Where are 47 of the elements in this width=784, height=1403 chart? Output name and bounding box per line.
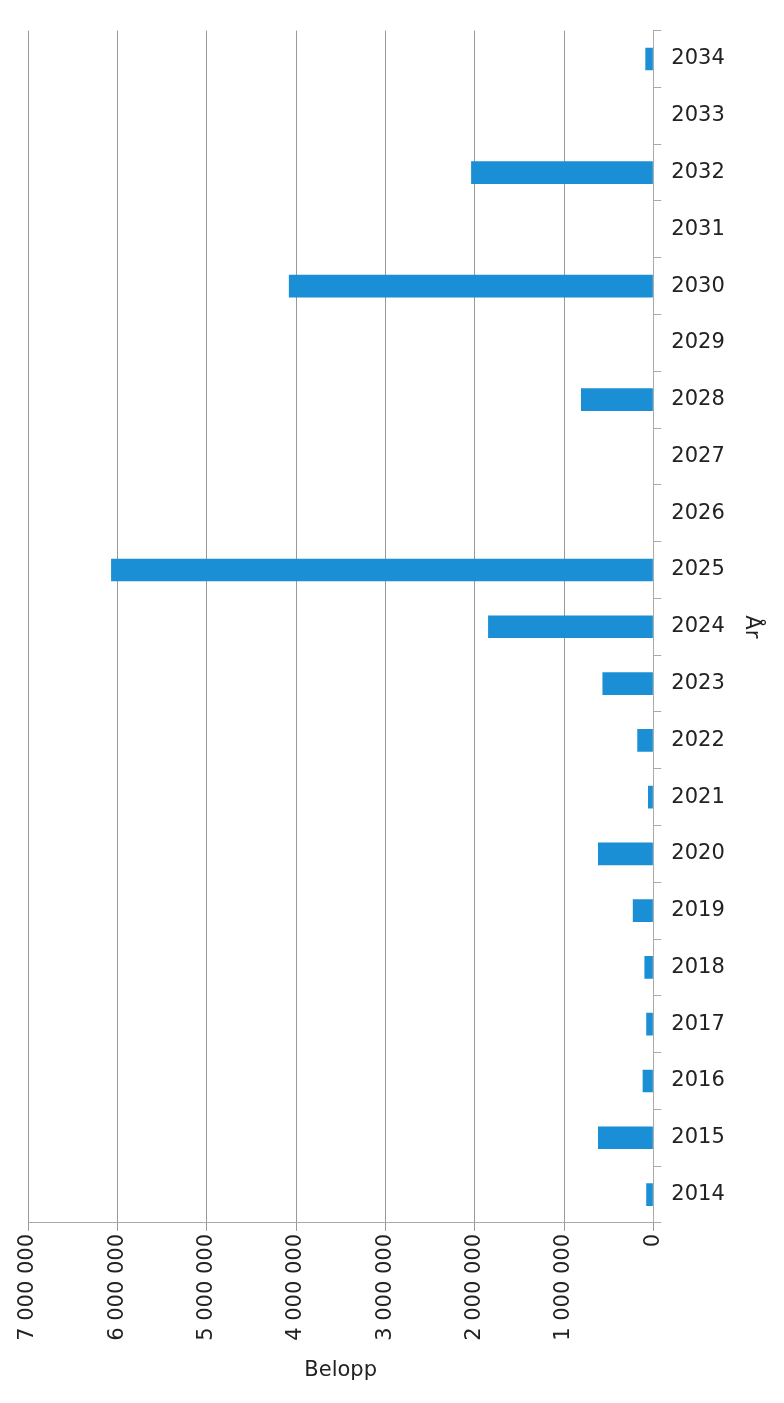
bar — [646, 1012, 653, 1036]
bar — [646, 1183, 653, 1206]
y-tick-label: 2027 — [671, 442, 725, 467]
x-tick-label: 7 000 000 — [14, 1233, 39, 1341]
y-axis-title: År — [740, 615, 767, 639]
x-tick-label: 1 000 000 — [550, 1233, 575, 1341]
x-tick-label: 6 000 000 — [103, 1233, 128, 1341]
y-tick-label: 2028 — [671, 386, 725, 411]
y-tick-label: 2033 — [671, 102, 725, 127]
bar — [288, 274, 653, 298]
bar — [644, 956, 653, 979]
y-tick-label: 2014 — [671, 1180, 725, 1205]
x-tick-label: 3 000 000 — [371, 1233, 396, 1341]
bar — [645, 47, 653, 71]
bar — [111, 558, 653, 582]
bar — [597, 842, 653, 866]
y-tick-label: 2017 — [671, 1010, 725, 1035]
y-tick-label: 2019 — [671, 897, 725, 922]
x-tick-label: 0 — [639, 1233, 664, 1248]
bar — [632, 899, 653, 922]
y-tick-label: 2026 — [671, 499, 725, 524]
y-tick-label: 2023 — [671, 669, 725, 694]
y-tick-label: 2030 — [671, 272, 725, 297]
y-tick-label: 2031 — [671, 215, 725, 240]
y-tick-label: 2021 — [671, 783, 725, 808]
x-tick-label: 4 000 000 — [282, 1233, 307, 1341]
y-tick-label: 2024 — [671, 613, 725, 638]
bar — [637, 728, 653, 752]
y-tick-label: 2032 — [671, 159, 725, 183]
y-tick-label: 2034 — [671, 45, 725, 70]
y-tick-label: 2025 — [671, 556, 725, 581]
x-tick-label: 5 000 000 — [193, 1233, 218, 1341]
bar — [602, 672, 653, 695]
bar — [488, 615, 653, 639]
y-tick-label: 2015 — [671, 1124, 725, 1149]
y-tick-label: 2022 — [671, 726, 725, 751]
y-tick-label: 2020 — [671, 840, 725, 865]
bar — [642, 1069, 653, 1093]
bar — [597, 1126, 653, 1150]
x-tick-label: 2 000 000 — [461, 1233, 486, 1341]
y-tick-label: 2029 — [671, 329, 725, 354]
y-tick-label: 2018 — [671, 953, 725, 978]
y-tick-label: 2016 — [671, 1067, 725, 1092]
bar — [471, 161, 653, 184]
bar — [648, 785, 653, 809]
x-axis-title: Belopp — [304, 1356, 378, 1381]
bar — [580, 388, 653, 412]
